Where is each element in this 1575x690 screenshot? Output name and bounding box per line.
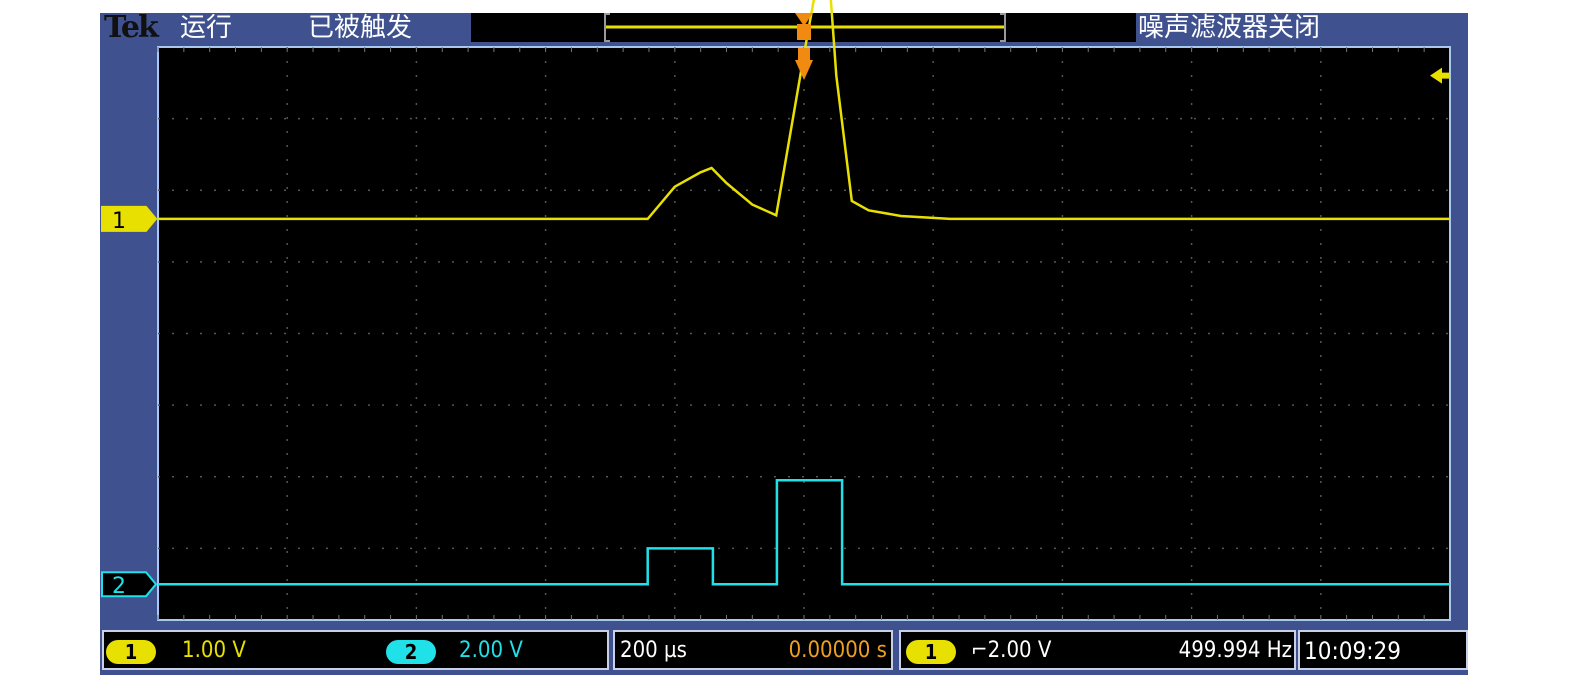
- clock-panel: 10:09:29: [1298, 630, 1468, 670]
- ch1-marker-label: 1: [112, 209, 126, 234]
- ch2-scale: 2.00 V: [459, 638, 523, 663]
- record-window-bracket: [604, 13, 1006, 42]
- trigger-level: ⌐2.00 V: [971, 638, 1052, 663]
- ch2-marker-label: 2: [112, 574, 126, 599]
- clock: 10:09:29: [1304, 637, 1401, 665]
- brand-logo: Tek: [104, 10, 159, 45]
- ch1-scale: 1.00 V: [182, 638, 246, 663]
- run-state: 运行: [180, 13, 233, 43]
- timebase-panel: 200 µs 0.00000 s: [613, 630, 893, 670]
- trigger-panel: 1 ⌐2.00 V 499.994 Hz: [899, 630, 1296, 670]
- trigger-level-arrow-icon: [1430, 67, 1450, 84]
- horizontal-position: 0.00000 s: [788, 638, 887, 663]
- ch1-badge: 1: [106, 640, 156, 664]
- ch1-trace: [158, 0, 1450, 221]
- trigger-point-head-icon: [798, 48, 810, 62]
- trigger-position-icon: [795, 13, 813, 26]
- trigger-frequency: 499.994 Hz: [1178, 638, 1292, 663]
- trigger-source-badge: 1: [906, 640, 956, 664]
- ch1-ground-marker: [101, 205, 158, 232]
- trigger-t-marker-icon: [797, 24, 811, 40]
- trigger-state: 已被触发: [308, 13, 413, 43]
- ch2-ground-marker: [101, 571, 158, 598]
- trigger-point-icon: [795, 60, 813, 80]
- channel-scale-panel: 1 1.00 V 2 2.00 V: [102, 630, 609, 670]
- ch2-trace: [158, 479, 1450, 586]
- ch2-badge: 2: [386, 640, 436, 664]
- noise-filter-status: 噪声滤波器关闭: [1138, 13, 1321, 43]
- timebase: 200 µs: [620, 638, 687, 663]
